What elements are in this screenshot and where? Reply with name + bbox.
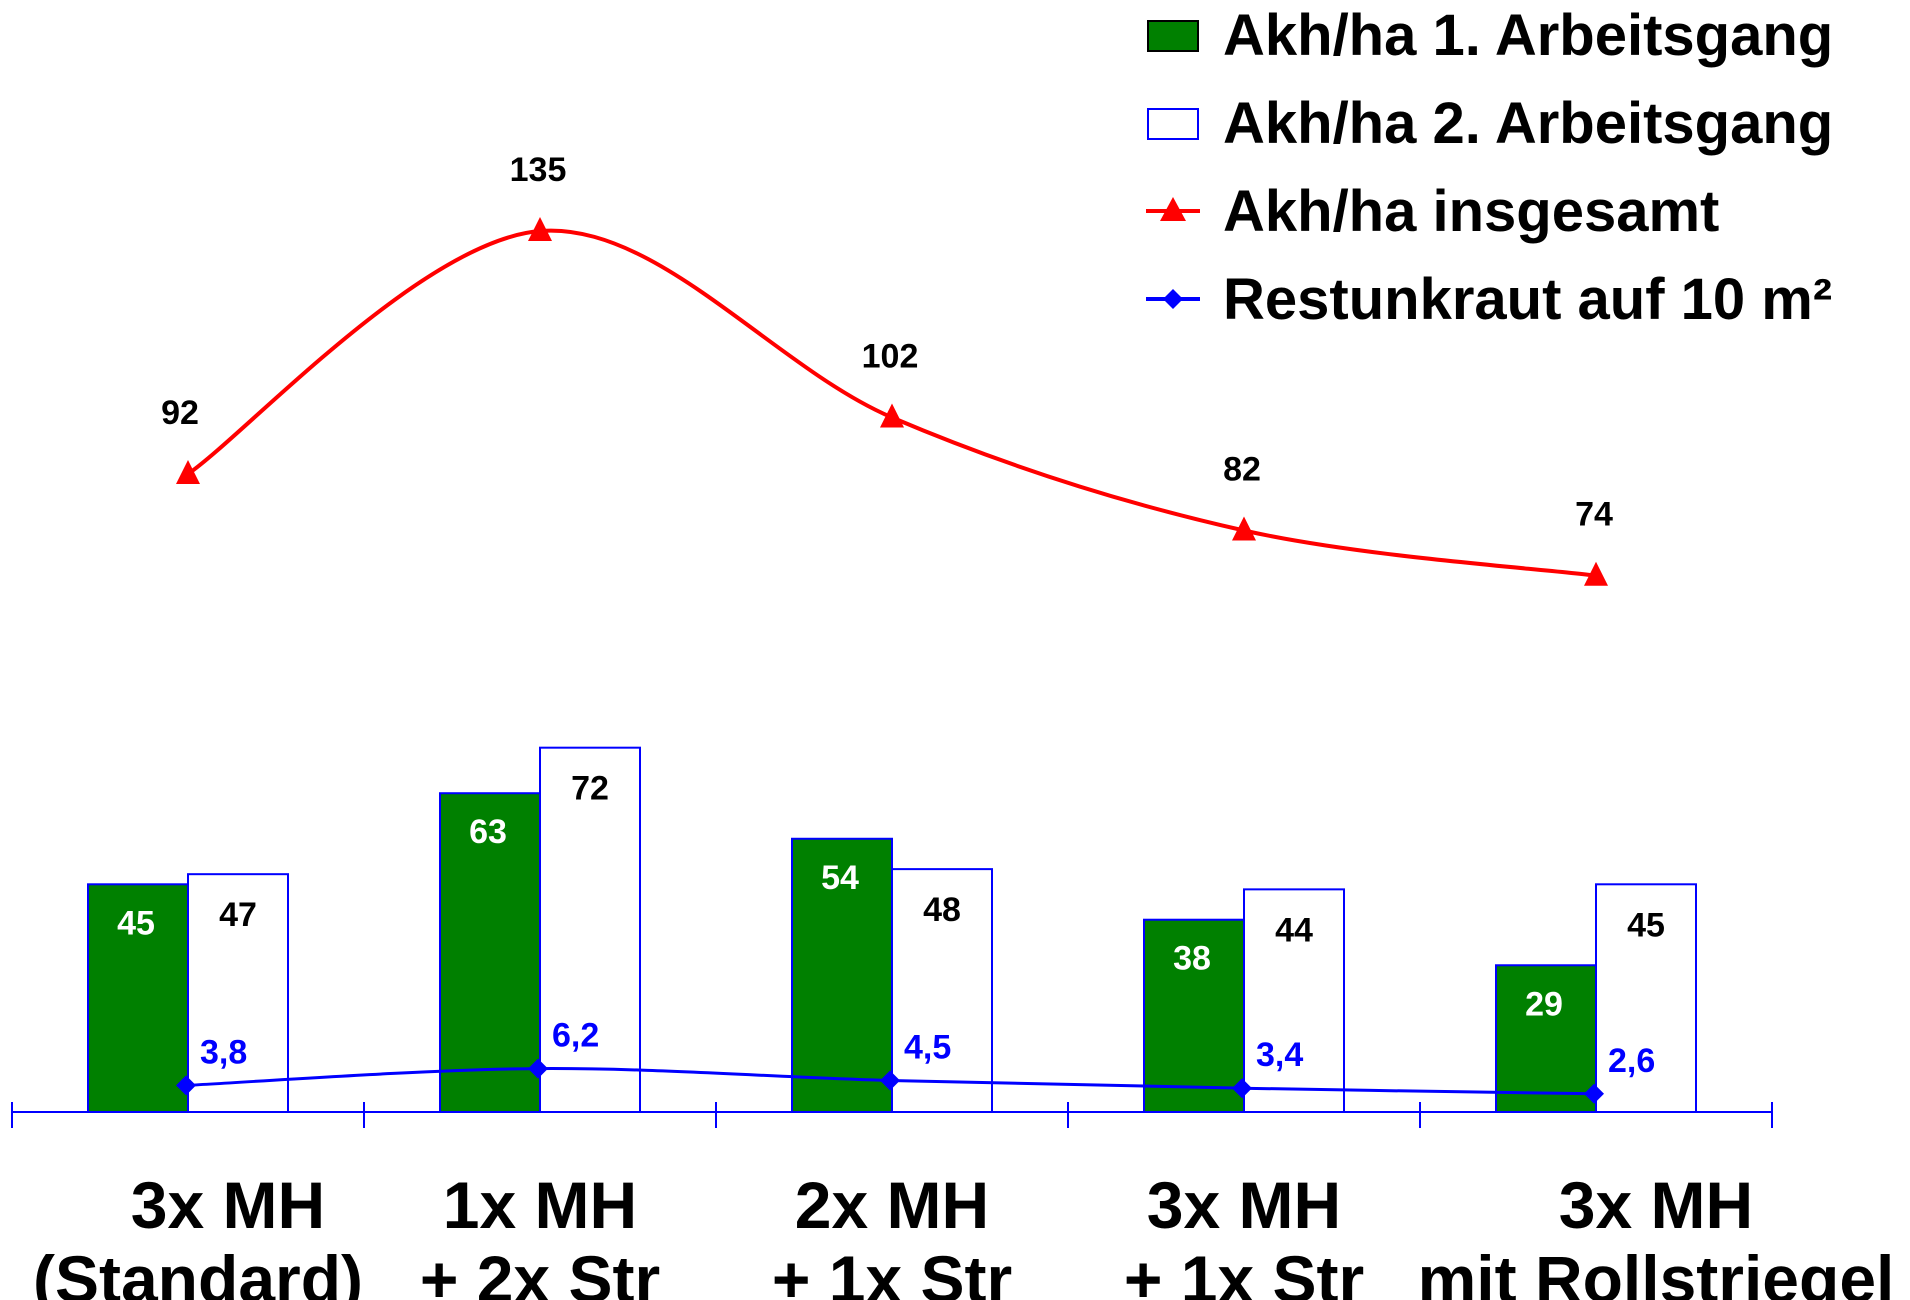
bar-label-series2-4: 45 xyxy=(1627,906,1665,944)
bar-series2-1 xyxy=(539,746,641,1113)
lines-layer xyxy=(176,217,1608,1104)
category-label-0-1: (Standard) xyxy=(33,1242,363,1300)
bar-label-series2-2: 48 xyxy=(923,891,961,929)
category-label-1-0: 1x MH xyxy=(443,1168,637,1242)
line-label-weed-1: 6,2 xyxy=(552,1017,599,1055)
legend: Akh/ha 1. Arbeitsgang Akh/ha 2. Arbeitsga… xyxy=(1146,3,1833,332)
marker-weed-4 xyxy=(1584,1083,1604,1104)
bar-label-series2-3: 44 xyxy=(1275,911,1313,949)
bar-series2-4 xyxy=(1595,883,1697,1113)
legend-label-1: Akh/ha 2. Arbeitsgang xyxy=(1223,91,1833,156)
bars-layer xyxy=(87,746,1697,1114)
legend-swatch-0 xyxy=(1147,20,1199,52)
marker-total-4 xyxy=(1584,561,1608,586)
marker-weed-1 xyxy=(528,1058,548,1079)
line-label-weed-0: 3,8 xyxy=(200,1033,247,1071)
line-label-total-0: 92 xyxy=(161,394,199,432)
line-label-weed-2: 4,5 xyxy=(904,1029,951,1067)
marker-total-0 xyxy=(176,460,200,484)
marker-total-3 xyxy=(1232,516,1256,541)
bar-series1-1 xyxy=(439,792,541,1113)
bar-series1-0 xyxy=(87,883,189,1113)
line-label-total-3: 82 xyxy=(1223,451,1261,489)
bar-label-series1-4: 29 xyxy=(1525,985,1563,1023)
category-label-4-0: 3x MH xyxy=(1559,1168,1753,1242)
bar-label-series1-0: 45 xyxy=(117,904,155,942)
legend-swatch-1 xyxy=(1147,108,1199,140)
legend-label-0: Akh/ha 1. Arbeitsgang xyxy=(1223,3,1833,68)
category-label-4-1: mit Rollstriegel xyxy=(1418,1242,1895,1300)
labels-layer: 45 47 63 72 54 48 38 44 29 45 92 135 102 82 74 3,8 6,2 4,… xyxy=(117,151,1665,1080)
bar-label-series2-0: 47 xyxy=(219,896,257,934)
category-label-3-0: 3x MH xyxy=(1147,1168,1341,1242)
bar-label-series2-1: 72 xyxy=(571,770,609,808)
bar-series2-3 xyxy=(1243,888,1345,1113)
line-label-weed-4: 2,6 xyxy=(1608,1042,1655,1080)
bar-series2-2 xyxy=(891,868,993,1113)
category-label-2-0: 2x MH xyxy=(795,1168,989,1242)
marker-weed-0 xyxy=(176,1075,196,1096)
category-label-0-0: 3x MH xyxy=(131,1168,325,1242)
category-label-3-1: + 1x Str xyxy=(1124,1242,1364,1300)
line-label-total-2: 102 xyxy=(862,338,919,376)
line-label-total-1: 135 xyxy=(510,151,567,189)
marker-weed-3 xyxy=(1232,1078,1252,1099)
marker-total-1 xyxy=(528,217,552,242)
line-label-weed-3: 3,4 xyxy=(1256,1036,1303,1074)
line-label-total-4: 74 xyxy=(1575,496,1613,534)
bar-label-series1-3: 38 xyxy=(1173,940,1211,978)
marker-weed-2 xyxy=(880,1070,900,1091)
legend-marker-3 xyxy=(1163,289,1183,309)
bar-label-series1-2: 54 xyxy=(821,859,859,897)
marker-total-2 xyxy=(880,403,904,428)
bar-series1-2 xyxy=(791,837,893,1113)
category-label-1-1: + 2x Str xyxy=(420,1242,660,1300)
legend-marker-2 xyxy=(1160,197,1186,221)
bar-label-series1-1: 63 xyxy=(469,813,507,851)
category-label-2-1: + 1x Str xyxy=(772,1242,1012,1300)
line-total xyxy=(186,228,1597,578)
legend-label-3: Restunkraut auf 10 m² xyxy=(1223,267,1832,332)
legend-label-2: Akh/ha insgesamt xyxy=(1223,179,1719,244)
bar-series2-0 xyxy=(187,873,289,1113)
